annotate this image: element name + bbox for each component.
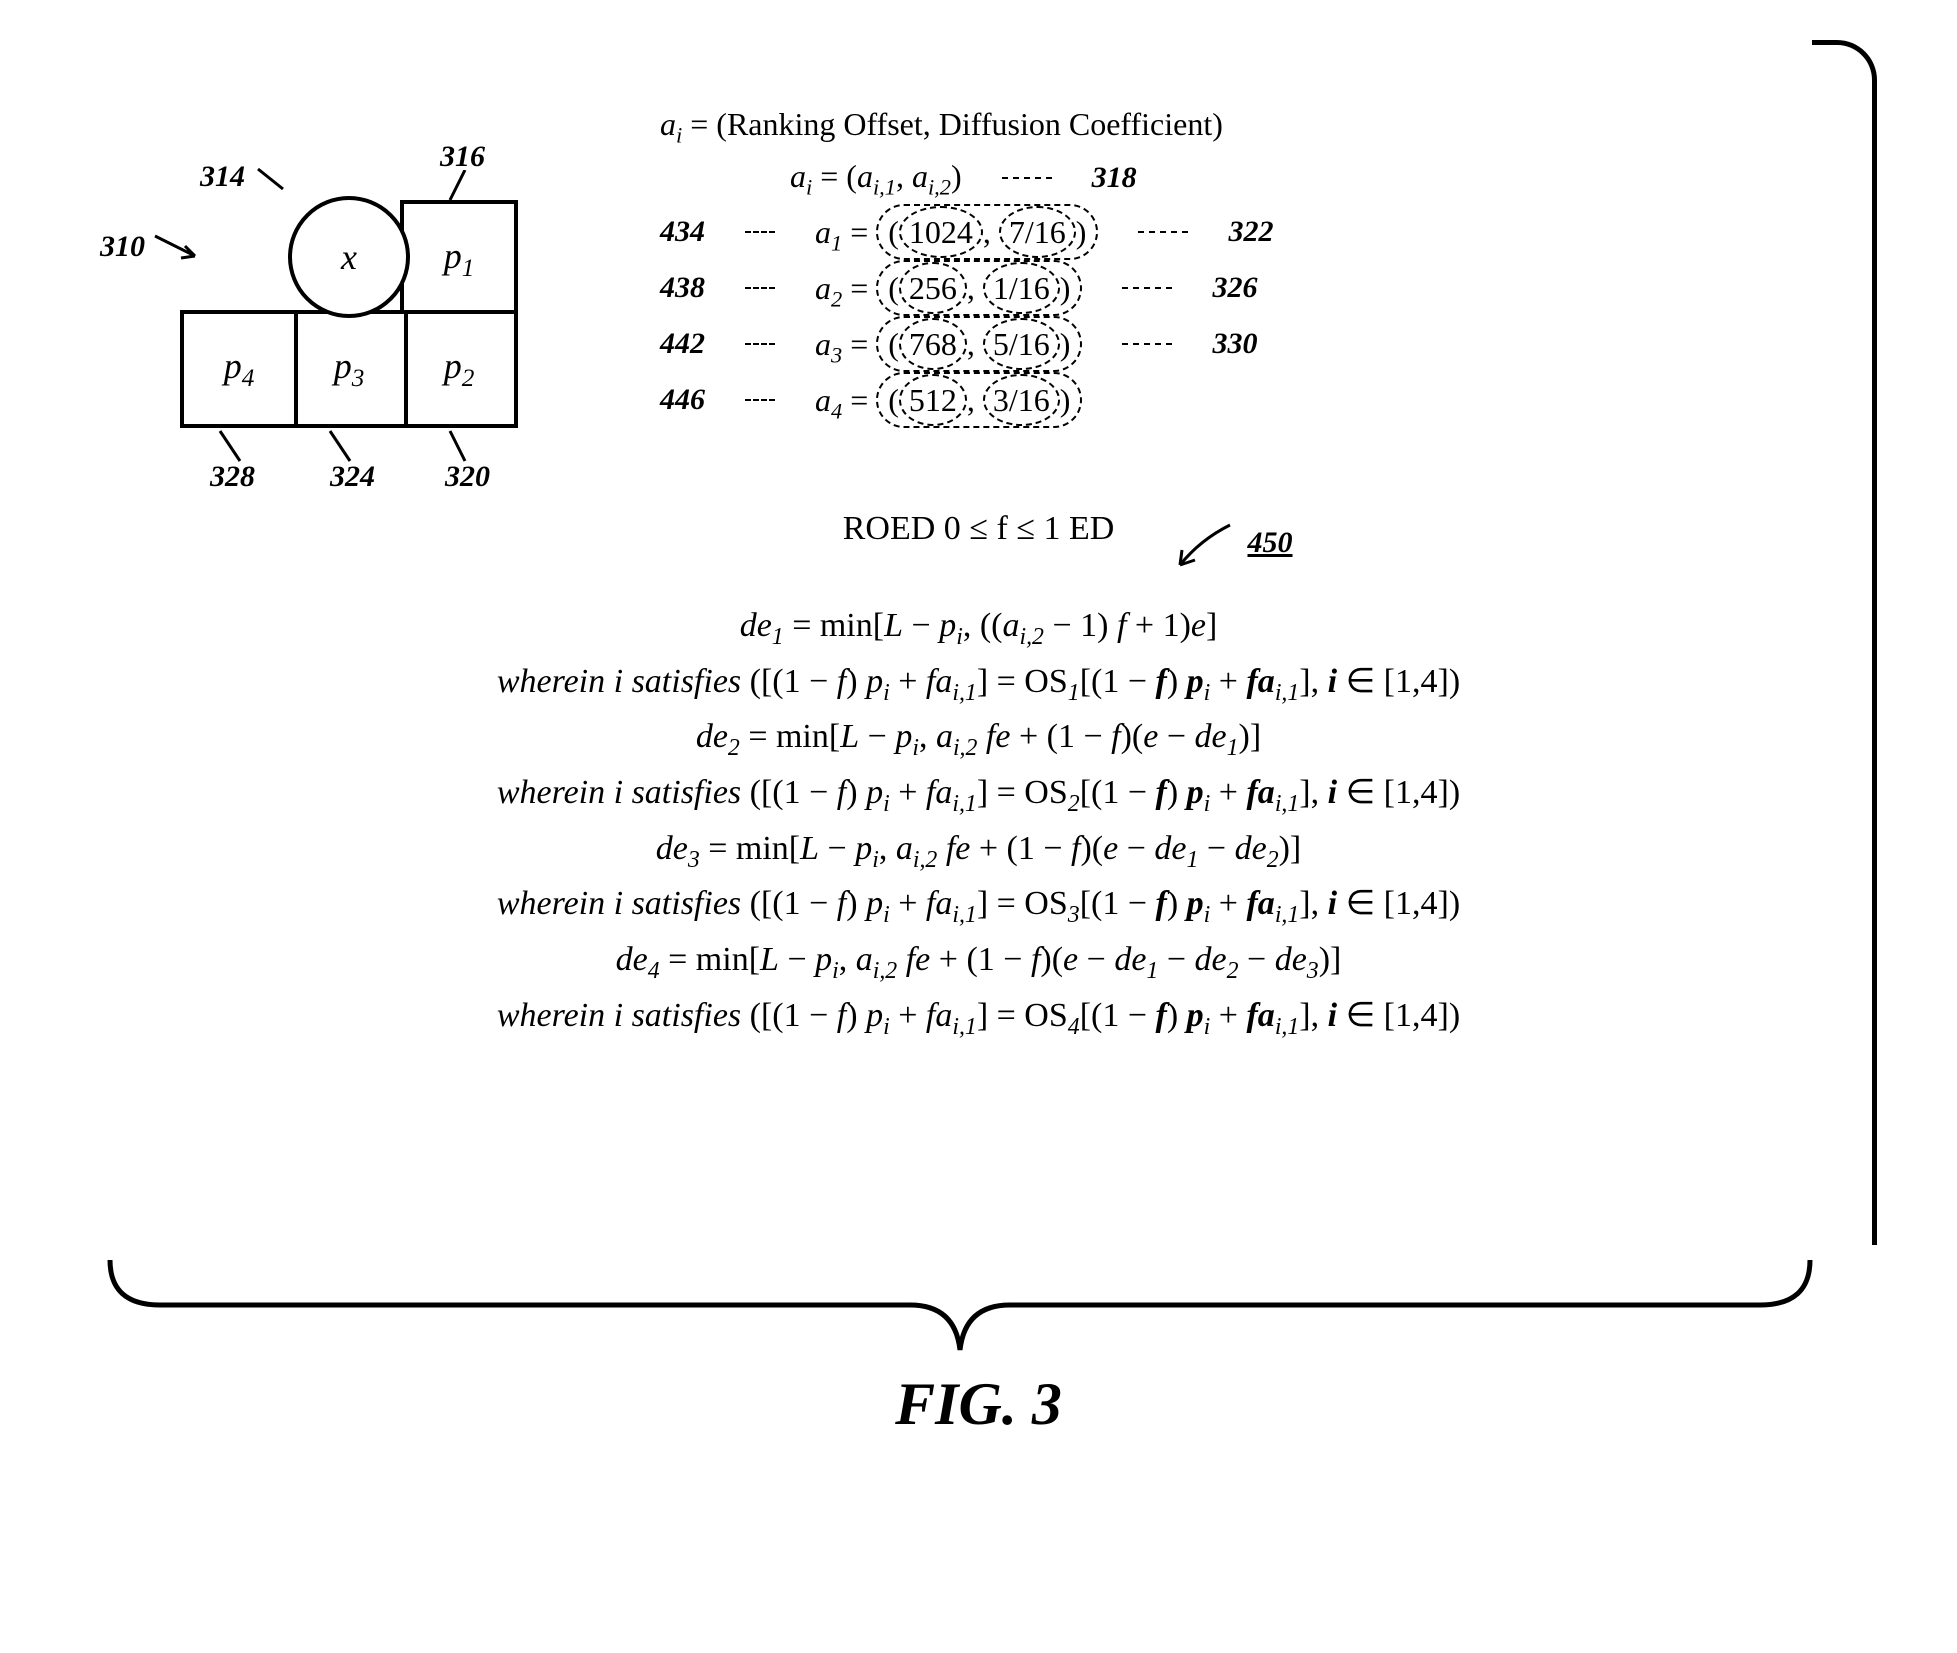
ref-450: 450 <box>1170 520 1293 570</box>
bottom-curly-brace <box>100 1250 1820 1370</box>
ref-322: 322 <box>1228 215 1273 249</box>
ref-442: 442 <box>660 327 705 361</box>
ref-446: 446 <box>660 383 705 417</box>
kernel-diagram: 310 314 316 x p1 p2 p3 p4 328 324 320 <box>100 100 620 520</box>
ref-310: 310 <box>100 230 203 264</box>
ref-434: 434 <box>660 215 705 249</box>
figure-caption: FIG. 3 <box>40 1370 1917 1439</box>
equation-block: de1 = min[L − pi, ((ai,2 − 1) f + 1)e] w… <box>40 600 1917 1045</box>
ref-438: 438 <box>660 271 705 305</box>
ref-330: 330 <box>1212 327 1257 361</box>
def-a4: a4 = (512, 3/16) <box>815 372 1082 428</box>
eq-de3: de3 = min[L − pi, ai,2 fe + (1 − f)(e − … <box>40 823 1917 879</box>
eq-w4: wherein i satisfies ([(1 − f) pi + fai,1… <box>40 990 1917 1046</box>
figure-3: 310 314 316 x p1 p2 p3 p4 328 324 320 <box>40 40 1917 1540</box>
eq-de2: de2 = min[L − pi, ai,2 fe + (1 − f)(e − … <box>40 711 1917 767</box>
ref-318: 318 <box>1092 161 1137 195</box>
def-a3: a3 = (768, 5/16) <box>815 316 1082 372</box>
ref-314: 314 <box>200 160 293 194</box>
upper-section: 310 314 316 x p1 p2 p3 p4 328 324 320 <box>100 100 1797 520</box>
ref-316: 316 <box>440 140 485 174</box>
def-a1-row: 434 a1 = (1024, 7/16) 322 <box>660 204 1797 260</box>
kernel-p1-cell: p1 <box>400 200 518 318</box>
def-ai-generic: ai = (ai,1, ai,2) <box>790 152 962 204</box>
bracket-corner-top <box>1812 40 1877 105</box>
definitions: ai = (Ranking Offset, Diffusion Coeffici… <box>660 100 1797 520</box>
kernel-x-cell: x <box>288 196 410 318</box>
kernel-p3-cell: p3 <box>290 310 408 428</box>
def-ai-desc: ai = (Ranking Offset, Diffusion Coeffici… <box>660 100 1797 152</box>
def-a4-row: 446 a4 = (512, 3/16) <box>660 372 1797 428</box>
def-a1: a1 = (1024, 7/16) <box>815 204 1098 260</box>
eq-de4: de4 = min[L − pi, ai,2 fe + (1 − f)(e − … <box>40 934 1917 990</box>
kernel-p2-cell: p2 <box>400 310 518 428</box>
eq-w2: wherein i satisfies ([(1 − f) pi + fai,1… <box>40 767 1917 823</box>
eq-de1: de1 = min[L − pi, ((ai,2 − 1) f + 1)e] <box>40 600 1917 656</box>
eq-w1: wherein i satisfies ([(1 − f) pi + fai,1… <box>40 656 1917 712</box>
kernel-p4-cell: p4 <box>180 310 298 428</box>
ref-326: 326 <box>1212 271 1257 305</box>
def-a3-row: 442 a3 = (768, 5/16) 330 <box>660 316 1797 372</box>
def-a2: a2 = (256, 1/16) <box>815 260 1082 316</box>
def-a2-row: 438 a2 = (256, 1/16) 326 <box>660 260 1797 316</box>
def-ai-generic-row: ai = (ai,1, ai,2) 318 <box>660 152 1797 204</box>
kernel-bottom-leaders <box>200 426 500 466</box>
roed-range: ROED 0 ≤ f ≤ 1 ED <box>40 510 1917 548</box>
kernel-316-leader <box>445 170 485 210</box>
eq-w3: wherein i satisfies ([(1 − f) pi + fai,1… <box>40 878 1917 934</box>
